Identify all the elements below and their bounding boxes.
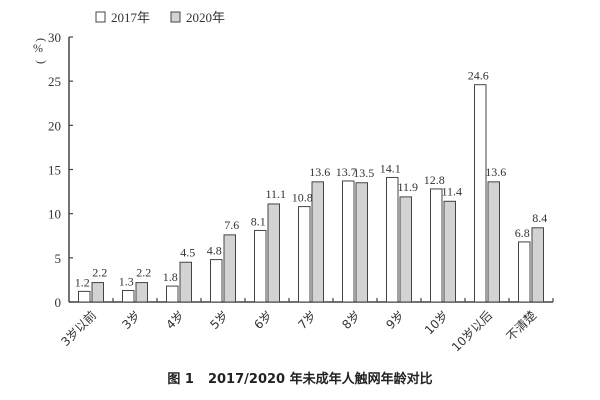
- bar-2017: [518, 241, 531, 303]
- y-axis-label: %: [33, 41, 43, 55]
- value-label-2020: 8.4: [532, 211, 547, 225]
- value-label-2017: 14.1: [380, 161, 401, 175]
- value-label-2020: 2.2: [136, 266, 151, 280]
- bar-2020: [399, 196, 412, 303]
- category-label: 5岁: [207, 308, 231, 332]
- bar-2020: [487, 181, 500, 303]
- bar-2020: [267, 203, 280, 303]
- legend-swatch-2017: [95, 11, 106, 23]
- category-label: 不清楚: [504, 308, 539, 343]
- chart-caption: 图 1 2017/2020 年未成年人触网年龄对比: [0, 368, 600, 387]
- value-label-2017: 4.8: [207, 244, 222, 258]
- y-tick-label: 25: [48, 74, 61, 89]
- bar-2017: [254, 229, 267, 303]
- value-label-2017: 1.3: [119, 275, 134, 289]
- bar-2020: [355, 182, 368, 303]
- category-label: 4岁: [163, 308, 187, 332]
- bar-2017: [122, 290, 135, 303]
- y-tick-label: 15: [48, 163, 61, 178]
- bar-2017: [474, 84, 487, 303]
- category-label: 8岁: [339, 308, 363, 332]
- bar-chart: 051015202530(%)1.22.23岁以前1.32.23岁1.84.54…: [33, 10, 554, 355]
- bar-2020: [135, 282, 148, 303]
- bar-2017: [298, 206, 311, 303]
- y-tick-label: 20: [48, 118, 61, 133]
- legend-label-2020: 2020年: [186, 10, 225, 25]
- category-label: 10岁: [421, 308, 451, 338]
- bar-2020: [179, 261, 192, 303]
- bar-2017: [166, 285, 179, 303]
- caption-text: 2017/2020 年未成年人触网年龄对比: [207, 372, 433, 387]
- value-label-2020: 11.9: [397, 180, 418, 194]
- value-label-2017: 8.1: [251, 214, 266, 228]
- legend-swatch-2020: [170, 11, 181, 23]
- value-label-2020: 13.5: [353, 166, 374, 180]
- value-label-2017: 1.2: [75, 275, 90, 289]
- value-label-2020: 13.6: [309, 165, 330, 179]
- bar-2020: [443, 200, 456, 303]
- category-label: 7岁: [295, 308, 319, 332]
- bar-2017: [386, 176, 399, 303]
- value-label-2017: 24.6: [468, 69, 489, 83]
- value-label-2017: 13.7: [336, 165, 357, 179]
- bar-2020: [91, 282, 104, 303]
- category-label: 3岁: [119, 308, 143, 332]
- y-axis-label-close: ): [35, 60, 49, 64]
- y-tick-label: 30: [48, 30, 61, 45]
- category-label: 6岁: [251, 308, 275, 332]
- bar-2020: [223, 234, 236, 303]
- y-axis-label-open: (: [35, 38, 49, 42]
- bar-2020: [311, 181, 324, 303]
- value-label-2020: 2.2: [92, 266, 107, 280]
- bar-2020: [531, 227, 544, 303]
- bar-2017: [430, 188, 443, 303]
- value-label-2020: 11.4: [441, 184, 462, 198]
- value-label-2017: 12.8: [424, 173, 445, 187]
- y-tick-label: 0: [55, 295, 62, 310]
- y-tick-label: 5: [55, 251, 62, 266]
- value-label-2017: 10.8: [292, 191, 313, 205]
- value-label-2017: 6.8: [515, 226, 530, 240]
- figure-label: 图 1: [167, 372, 194, 387]
- y-tick-label: 10: [48, 207, 61, 222]
- legend-label-2017: 2017年: [111, 10, 150, 25]
- category-label: 10岁以后: [448, 308, 495, 355]
- bar-2017: [210, 259, 223, 303]
- value-label-2020: 4.5: [180, 245, 195, 259]
- value-label-2017: 1.8: [163, 270, 178, 284]
- category-label: 3岁以前: [58, 308, 99, 349]
- value-label-2020: 7.6: [224, 218, 239, 232]
- category-label: 9岁: [383, 308, 407, 332]
- bar-2017: [78, 290, 91, 303]
- value-label-2020: 13.6: [485, 165, 506, 179]
- value-label-2020: 11.1: [265, 187, 286, 201]
- bar-2017: [342, 180, 355, 303]
